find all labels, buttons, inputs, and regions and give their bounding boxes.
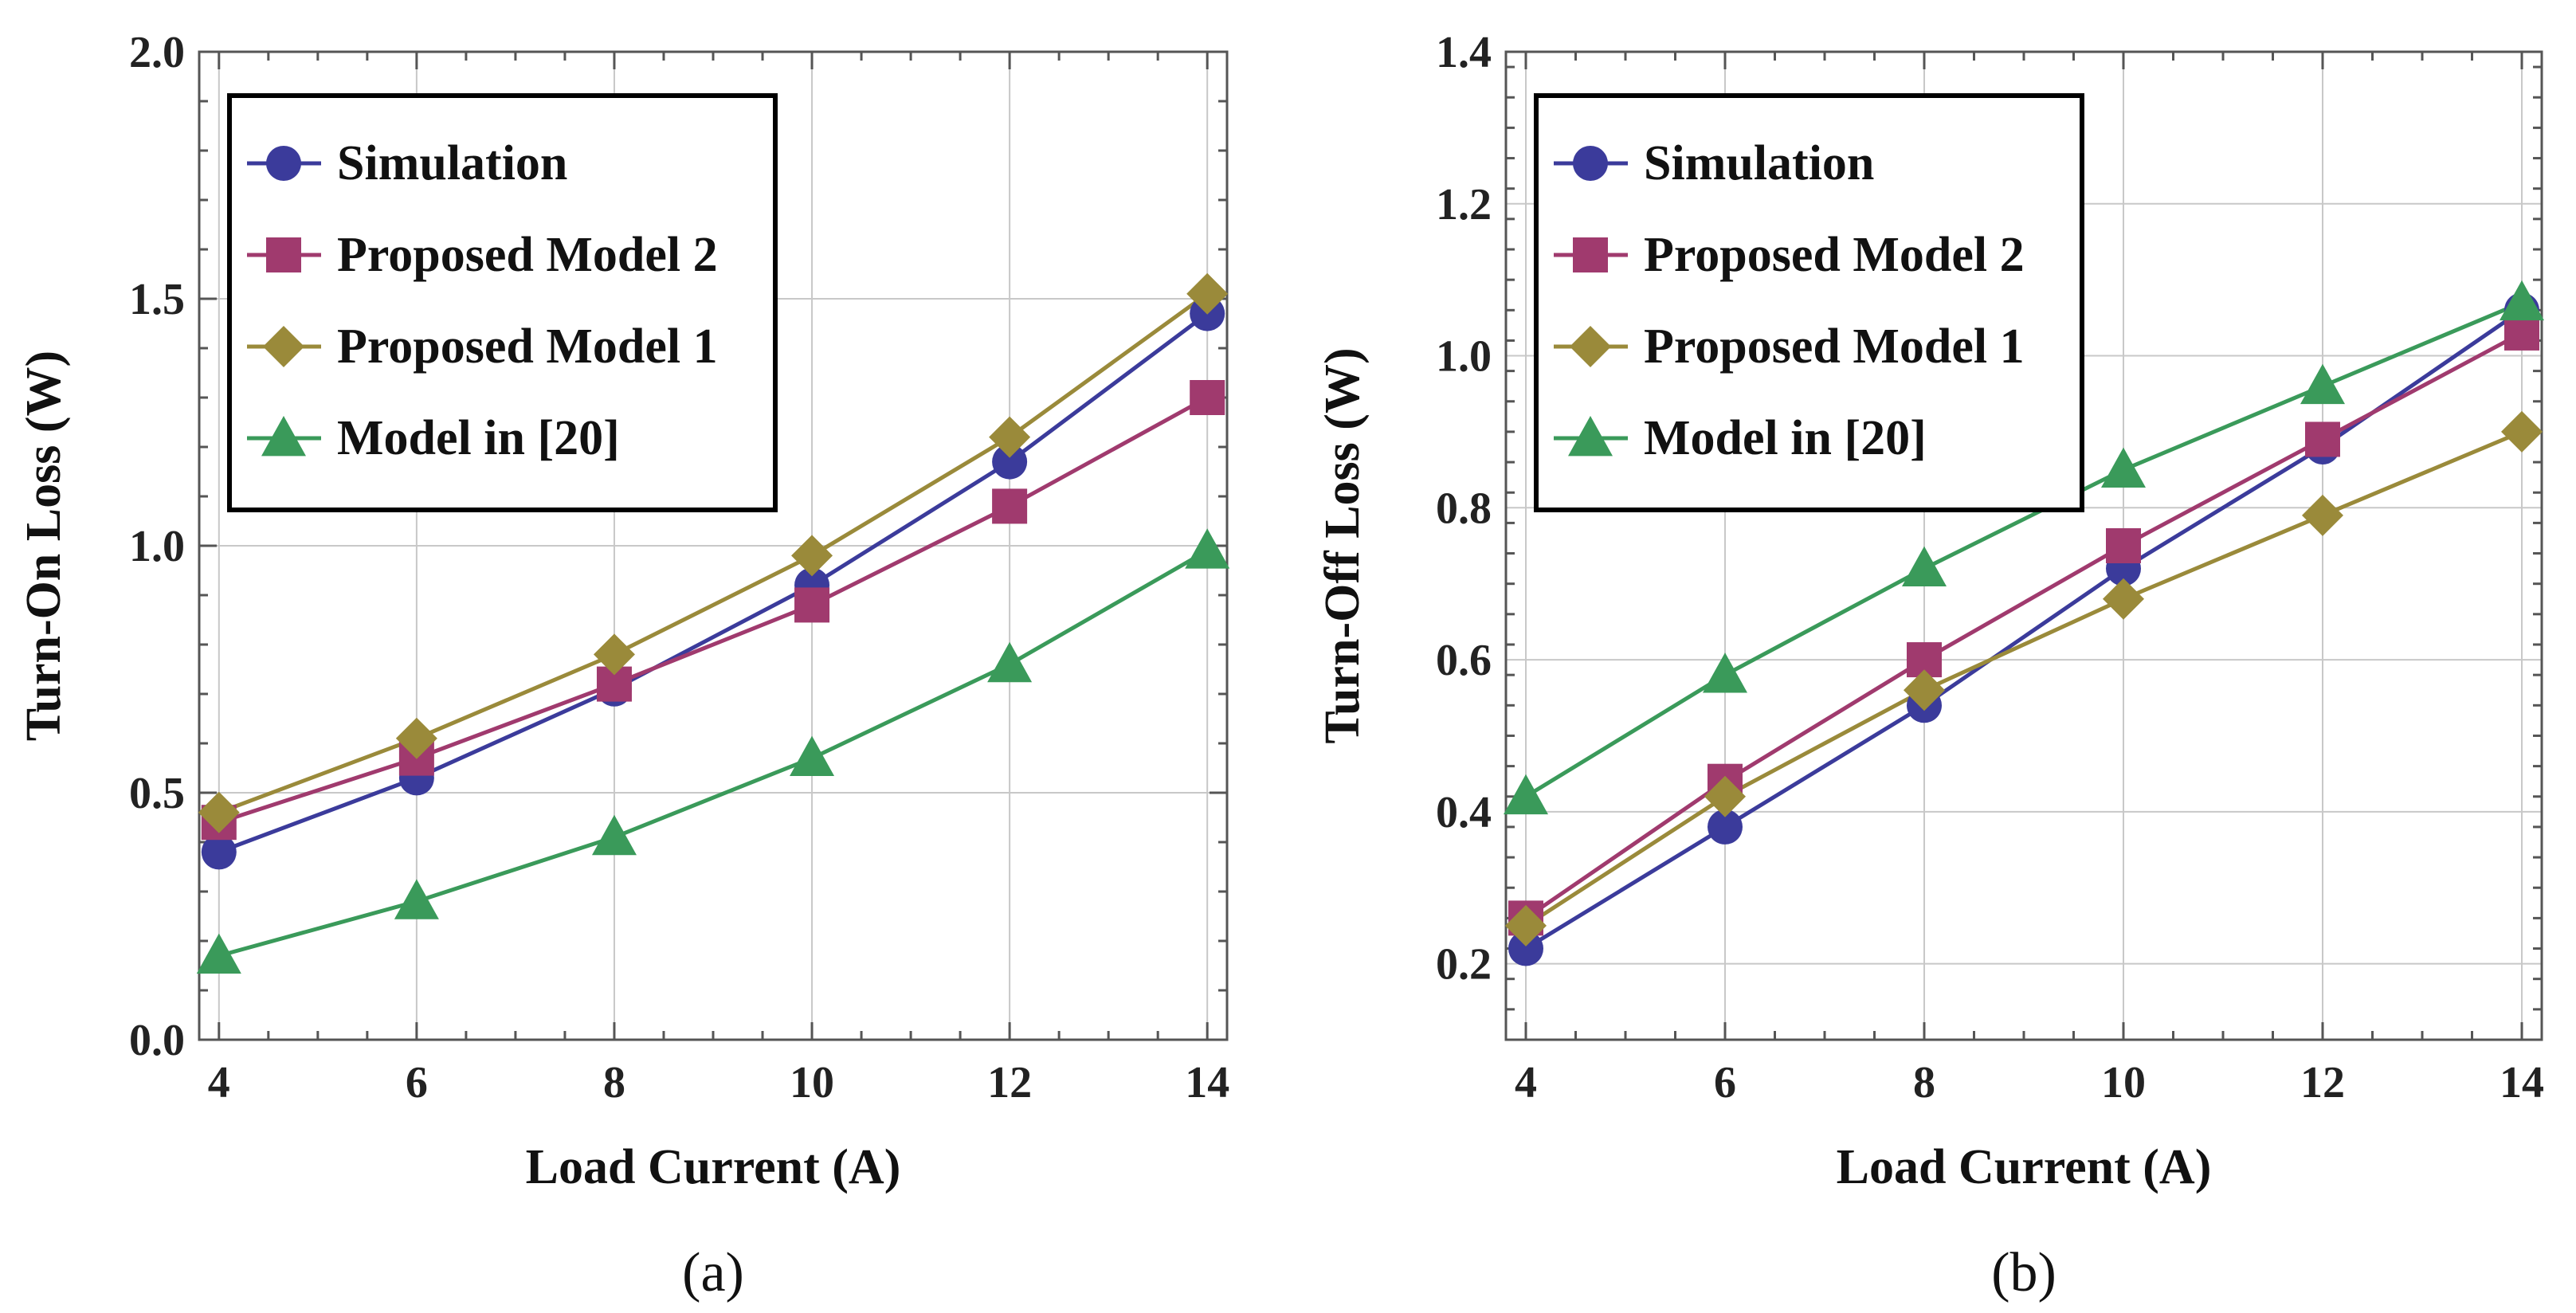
data-point-model-in-20 [2101, 447, 2146, 488]
x-tick-label: 10 [2101, 1058, 2146, 1107]
data-point-proposed-model-1 [198, 791, 240, 833]
legend-marker-simulation [266, 146, 301, 181]
data-point-proposed-model-2 [794, 587, 830, 623]
x-tick-label: 8 [1913, 1058, 1935, 1107]
y-tick-label: 1.0 [1436, 332, 1492, 382]
x-tick-label: 14 [1185, 1058, 1229, 1107]
data-point-proposed-model-1 [1904, 669, 1945, 711]
x-axis-title: Load Current (A) [526, 1140, 901, 1194]
y-axis-title: Turn-On Loss (W) [17, 351, 71, 741]
data-point-simulation [201, 834, 237, 870]
y-tick-label: 0.6 [1436, 636, 1492, 685]
series-line-proposed-model-1 [1524, 429, 2523, 928]
x-tick-label: 6 [406, 1058, 428, 1107]
x-tick-label: 6 [1714, 1058, 1736, 1107]
data-point-model-in-20 [394, 879, 439, 919]
data-point-model-in-20 [790, 735, 835, 776]
legend-marker-proposed-model-2 [266, 237, 301, 272]
series-line-proposed-model-2 [1524, 331, 2523, 920]
series-line-simulation [218, 312, 1209, 854]
data-point-proposed-model-2 [2106, 528, 2141, 563]
x-tick-label: 10 [790, 1058, 834, 1107]
legend-marker-proposed-model-1 [263, 326, 304, 367]
x-tick-label: 4 [1515, 1058, 1537, 1107]
x-tick-label: 12 [987, 1058, 1032, 1107]
data-point-simulation [1708, 809, 1743, 845]
legend-marker-proposed-model-2 [1573, 237, 1608, 272]
chart-panel-b: 4 6 8 10 12 14 0.2 0.4 0.6 0.8 1.0 1.2 1.4 Load Curre… [1315, 28, 2544, 1303]
data-point-simulation [1508, 931, 1543, 966]
data-point-proposed-model-2 [2504, 315, 2539, 351]
data-point-proposed-model-1 [2103, 578, 2144, 620]
series-line-proposed-model-1 [218, 292, 1209, 815]
chart-panel-a: 4 6 8 10 12 14 0.0 0.5 1.0 1.5 2.0 Load Current (A)… [17, 28, 1230, 1303]
x-tick-label: 8 [603, 1058, 625, 1107]
data-point-model-in-20 [2300, 363, 2345, 405]
data-point-proposed-model-2 [992, 488, 1028, 524]
data-point-proposed-model-2 [1190, 380, 1225, 415]
data-point-model-in-20 [1703, 653, 1747, 693]
data-point-model-in-20 [196, 933, 241, 974]
series-line-model-in-20 [1524, 300, 2523, 798]
x-tick-label: 14 [2500, 1058, 2544, 1107]
series-line-proposed-model-2 [218, 395, 1209, 825]
data-point-proposed-model-1 [2302, 494, 2343, 536]
data-point-proposed-model-1 [1186, 272, 1229, 315]
data-point-proposed-model-1 [395, 717, 437, 759]
legend-label: Proposed Model 2 [337, 228, 718, 282]
x-tick-label: 4 [208, 1058, 230, 1107]
data-point-model-in-20 [2500, 280, 2544, 321]
y-axis-title: Turn-Off Loss (W) [1315, 347, 1370, 743]
data-point-model-in-20 [591, 814, 637, 856]
legend-label: Model in [20] [1644, 411, 1927, 465]
data-point-proposed-model-1 [2501, 410, 2543, 453]
panel-caption: (a) [682, 1242, 744, 1303]
data-point-proposed-model-2 [2305, 421, 2340, 457]
x-axis-title: Load Current (A) [1837, 1140, 2212, 1194]
legend-marker-model-in-20 [1568, 416, 1613, 457]
y-tick-label: 1.4 [1436, 28, 1492, 77]
y-tick-label: 0.8 [1436, 484, 1492, 533]
legend-label: Model in [20] [337, 411, 620, 465]
legend-marker-proposed-model-1 [1570, 326, 1611, 367]
y-tick-label: 1.0 [129, 522, 185, 571]
legend-label: Proposed Model 1 [1644, 319, 2025, 374]
data-point-model-in-20 [987, 641, 1033, 683]
legend-marker-model-in-20 [261, 416, 306, 457]
x-tick-label: 12 [2300, 1058, 2345, 1107]
data-point-model-in-20 [1902, 546, 1947, 587]
series-line-simulation [1524, 308, 2523, 950]
data-point-proposed-model-1 [1505, 904, 1547, 947]
y-tick-label: 2.0 [129, 28, 185, 77]
series-line-model-in-20 [218, 549, 1209, 958]
y-tick-label: 1.5 [129, 275, 185, 324]
y-tick-label: 0.0 [129, 1016, 185, 1065]
legend-label: Proposed Model 1 [337, 319, 718, 374]
legend-label: Proposed Model 2 [1644, 228, 2025, 282]
legend-label: Simulation [1644, 136, 1874, 190]
data-point-model-in-20 [1504, 774, 1548, 815]
y-tick-label: 1.2 [1436, 180, 1492, 229]
y-tick-label: 0.2 [1436, 940, 1492, 990]
data-point-model-in-20 [1185, 528, 1230, 569]
y-tick-label: 0.4 [1436, 788, 1492, 837]
y-tick-label: 0.5 [129, 769, 185, 818]
data-point-proposed-model-1 [593, 633, 635, 676]
data-point-proposed-model-1 [1704, 775, 1746, 817]
panel-caption: (b) [1991, 1242, 2056, 1303]
data-point-proposed-model-1 [791, 535, 833, 577]
legend-label: Simulation [337, 136, 567, 190]
legend-marker-simulation [1573, 146, 1608, 181]
data-point-simulation [992, 444, 1028, 480]
data-point-proposed-model-1 [989, 416, 1031, 458]
